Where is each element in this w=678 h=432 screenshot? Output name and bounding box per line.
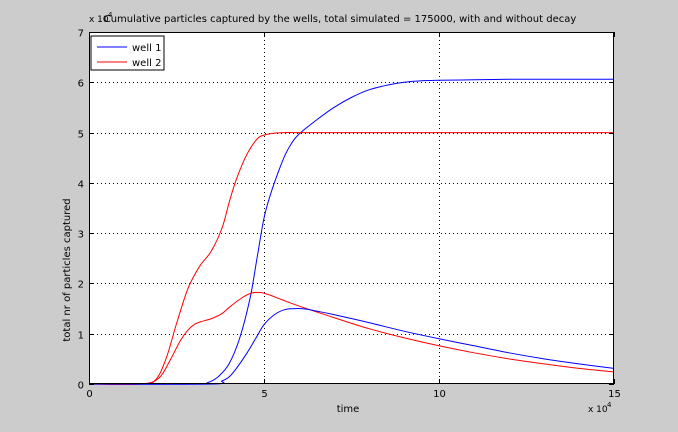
series-well-2-no-decay	[88, 132, 614, 385]
legend-label-well-2: well 2	[132, 58, 161, 69]
y-multiplier-exponent: 4	[108, 11, 113, 19]
y-tick-label: 6	[78, 79, 84, 90]
y-multiplier: x 10 4	[89, 11, 113, 25]
x-multiplier: x 10 4	[588, 401, 612, 415]
series-well-1-no-decay	[88, 78, 614, 385]
y-multiplier-base: x 10	[89, 15, 109, 25]
y-tick-label: 5	[78, 130, 84, 141]
y-axis-label: total nr of particles captured	[62, 198, 73, 341]
grid	[89, 32, 614, 384]
series-layer	[88, 78, 615, 385]
x-tick-label: 15	[608, 389, 621, 400]
x-multiplier-base: x 10	[588, 405, 608, 415]
legend-label-well-1: well 1	[132, 43, 161, 54]
y-tick-label: 7	[78, 29, 84, 40]
x-tick-label: 5	[261, 389, 267, 400]
chart-title: Cumulative particles captured by the wel…	[104, 14, 577, 25]
y-tick-label: 2	[78, 280, 84, 291]
y-tick-label: 4	[78, 180, 84, 191]
x-multiplier-exponent: 4	[607, 401, 612, 409]
legend: well 1 well 2	[90, 35, 165, 71]
y-tick-label: 1	[78, 331, 84, 342]
legend-box	[90, 35, 165, 71]
y-tick-label: 3	[78, 230, 84, 241]
ticks: 0 5 10 15 0 1 2 3 4 5 6 7	[78, 29, 621, 401]
axes-frame	[89, 32, 614, 384]
x-tick-label: 0	[86, 389, 92, 400]
x-tick-label: 10	[433, 389, 446, 400]
y-tick-label: 0	[78, 381, 84, 392]
series-well-1-decay	[88, 308, 615, 385]
series-well-2-decay	[88, 291, 615, 385]
x-axis-label: time	[337, 404, 360, 415]
plot-area	[89, 32, 614, 384]
